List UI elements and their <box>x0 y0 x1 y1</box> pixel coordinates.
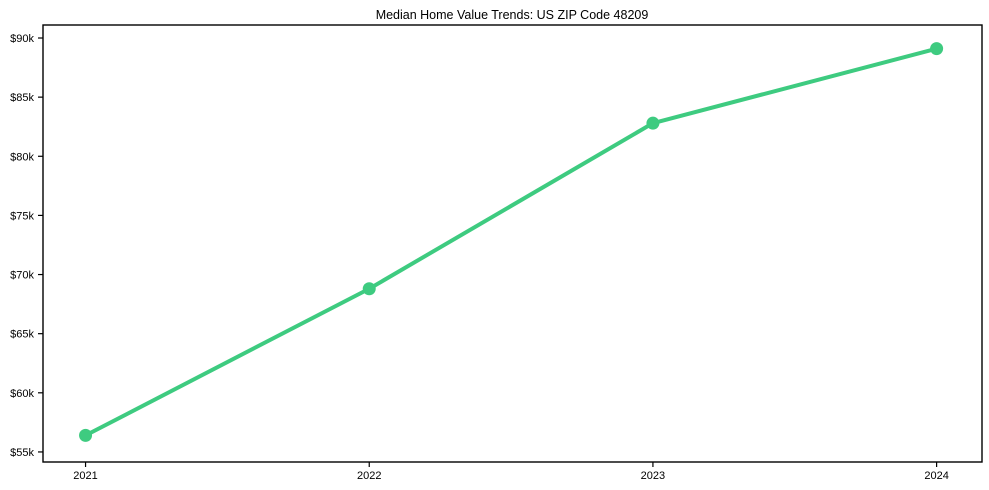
y-axis-tick-label: $55k <box>10 447 34 459</box>
x-axis-tick-label: 2024 <box>924 470 948 482</box>
y-axis-tick-label: $90k <box>10 33 34 45</box>
data-point-marker <box>79 428 93 442</box>
y-axis-tick-label: $85k <box>10 92 34 104</box>
data-point-marker <box>646 116 660 130</box>
plot-area: $55k $60k $65k $70k $75k $80k $85k $90k 2021 2022… <box>10 24 983 482</box>
y-axis-tick-label: $60k <box>10 388 34 400</box>
chart-title: Median Home Value Trends: US ZIP Code 48… <box>376 8 649 22</box>
y-axis-tick-label: $75k <box>10 210 34 222</box>
data-point-marker <box>930 42 944 56</box>
y-axis-tick-label: $65k <box>10 329 34 341</box>
series-line <box>83 46 939 438</box>
plot-frame <box>42 24 983 463</box>
x-axis-tick-label: 2021 <box>73 470 97 482</box>
x-axis-tick-label: 2022 <box>357 470 381 482</box>
x-axis-tick-label: 2023 <box>641 470 665 482</box>
y-axis-tick-label: $70k <box>10 270 34 282</box>
data-point-marker <box>362 282 376 296</box>
y-axis-tick-label: $80k <box>10 151 34 163</box>
